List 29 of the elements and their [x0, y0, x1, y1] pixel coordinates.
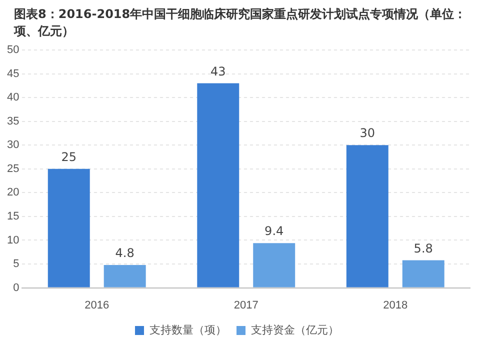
y-tick-label: 45 [6, 68, 20, 80]
x-tick-label: 2016 [84, 299, 110, 312]
data-label: 30 [360, 126, 376, 140]
x-tick-label: 2017 [234, 299, 258, 312]
y-tick-label: 20 [6, 186, 20, 199]
legend-label: 支持资金（亿元） [251, 323, 339, 336]
data-label: 25 [61, 150, 77, 164]
y-tick-label: 50 [6, 44, 20, 56]
y-tick-label: 25 [6, 162, 20, 175]
y-tick-label: 10 [6, 234, 20, 246]
bar [346, 145, 388, 288]
data-label: 5.8 [414, 241, 433, 256]
y-tick-label: 30 [6, 139, 20, 152]
bar [48, 168, 90, 288]
x-tick-label: 2018 [383, 299, 408, 312]
y-tick-label: 15 [6, 210, 20, 222]
bar [253, 243, 296, 288]
legend-label: 支持数量（项） [150, 323, 226, 336]
y-tick-label: 40 [6, 92, 20, 104]
chart-title: 图表8：2016-2018年中国干细胞临床研究国家重点研发计划试点专项情况（单位：项、亿元） [12, 6, 468, 40]
data-label: 9.4 [264, 224, 284, 238]
bar [402, 260, 444, 288]
data-label: 43 [210, 64, 226, 78]
bar [104, 264, 146, 288]
y-tick-label: 35 [6, 115, 20, 128]
data-label: 4.8 [115, 246, 134, 260]
y-tick-label: 5 [13, 258, 20, 270]
bar [197, 83, 240, 288]
y-tick-label: 0 [13, 282, 20, 294]
